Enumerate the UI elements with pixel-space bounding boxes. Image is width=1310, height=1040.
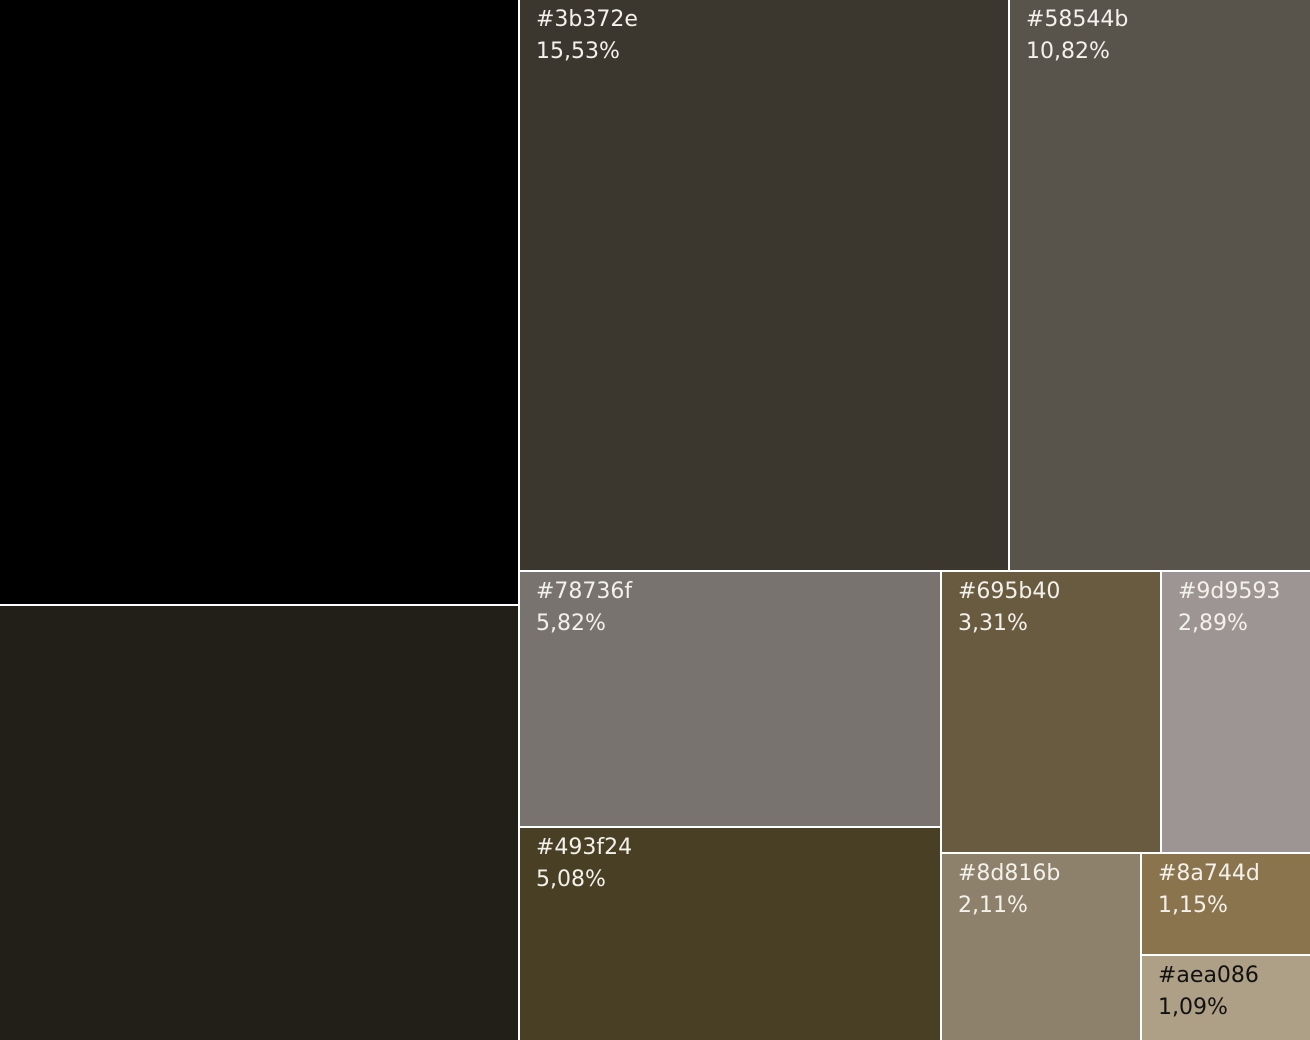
tile-label: #695b40 3,31% bbox=[958, 576, 1060, 640]
treemap-tile bbox=[0, 606, 518, 1040]
tile-label: #78736f 5,82% bbox=[536, 576, 632, 640]
treemap-tile bbox=[0, 0, 518, 604]
tile-color-code: #9d9593 bbox=[1178, 579, 1281, 604]
treemap-tile: #aea086 1,09% bbox=[1142, 956, 1310, 1040]
tile-label: #aea086 1,09% bbox=[1158, 960, 1259, 1024]
tile-color-code: #58544b bbox=[1026, 7, 1129, 32]
tile-percent: 2,11% bbox=[958, 893, 1028, 918]
tile-percent: 1,09% bbox=[1158, 995, 1228, 1020]
tile-percent: 2,89% bbox=[1178, 611, 1248, 636]
tile-color-code: #493f24 bbox=[536, 835, 633, 860]
tile-label: #9d9593 2,89% bbox=[1178, 576, 1280, 640]
tile-percent: 1,15% bbox=[1158, 893, 1228, 918]
tile-percent: 3,31% bbox=[958, 611, 1028, 636]
treemap-tile: #8d816b 2,11% bbox=[942, 854, 1140, 1040]
tile-label: #8d816b 2,11% bbox=[958, 858, 1060, 922]
tile-color-code: #8a744d bbox=[1158, 861, 1260, 886]
tile-color-code: #aea086 bbox=[1158, 963, 1259, 988]
tile-percent: 15,53% bbox=[536, 39, 620, 64]
treemap-tile: #8a744d 1,15% bbox=[1142, 854, 1310, 954]
tile-label: #58544b 10,82% bbox=[1026, 4, 1128, 68]
tile-color-code: #78736f bbox=[536, 579, 633, 604]
treemap-tile: #695b40 3,31% bbox=[942, 572, 1160, 852]
tile-percent: 5,82% bbox=[536, 611, 606, 636]
tile-label: #8a744d 1,15% bbox=[1158, 858, 1260, 922]
tile-color-code: #3b372e bbox=[536, 7, 638, 32]
tile-percent: 5,08% bbox=[536, 867, 606, 892]
treemap-tile: #493f24 5,08% bbox=[520, 828, 940, 1040]
treemap-tile: #9d9593 2,89% bbox=[1162, 572, 1310, 852]
treemap-tile: #58544b 10,82% bbox=[1010, 0, 1310, 570]
tile-percent: 10,82% bbox=[1026, 39, 1110, 64]
tile-label: #493f24 5,08% bbox=[536, 832, 632, 896]
treemap-tile: #78736f 5,82% bbox=[520, 572, 940, 826]
tile-color-code: #8d816b bbox=[958, 861, 1061, 886]
treemap-tile: #3b372e 15,53% bbox=[520, 0, 1008, 570]
tile-color-code: #695b40 bbox=[958, 579, 1061, 604]
tile-label: #3b372e 15,53% bbox=[536, 4, 638, 68]
